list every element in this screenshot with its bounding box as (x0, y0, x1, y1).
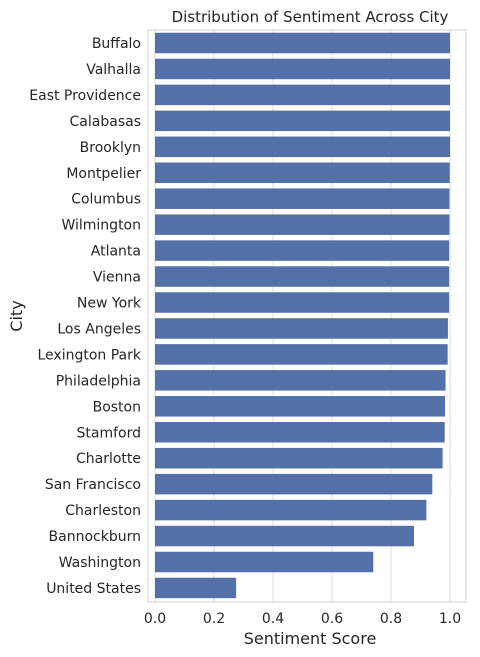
bar (155, 84, 450, 106)
bar (155, 240, 450, 261)
chart-title: Distribution of Sentiment Across City (172, 8, 449, 26)
x-tick-label: 1.0 (439, 611, 461, 627)
bar (155, 525, 415, 547)
bar (155, 136, 450, 158)
bar (155, 266, 450, 287)
category-label: Buffalo (92, 36, 141, 52)
category-label: Wilmington (61, 218, 141, 234)
category-label: Calabasas (70, 114, 141, 130)
category-label: Lexington Park (38, 347, 142, 363)
category-label: Brooklyn (80, 140, 141, 156)
x-tick-label: 0.8 (380, 611, 402, 627)
category-label: New York (77, 296, 142, 312)
category-label: Atlanta (91, 244, 141, 260)
x-tick-label: 0.4 (262, 611, 284, 627)
category-labels: Buffalo Valhalla East Providence Calabasas B… (29, 36, 142, 597)
category-label: Montpelier (66, 166, 141, 182)
bar (155, 499, 427, 521)
bar (155, 577, 237, 599)
category-label: Stamford (77, 425, 141, 441)
category-label: East Providence (29, 88, 141, 104)
bar (155, 344, 448, 365)
bar (155, 188, 450, 209)
category-label: Boston (93, 399, 141, 415)
bar (155, 422, 445, 443)
category-label: Washington (59, 555, 141, 571)
bar (155, 162, 450, 183)
category-label: Los Angeles (57, 321, 141, 337)
y-axis-title: City (7, 300, 26, 331)
bar (155, 551, 374, 573)
bar (155, 292, 450, 313)
bar (155, 473, 433, 495)
category-label: Columbus (71, 192, 141, 208)
bar (155, 214, 450, 235)
bar (155, 318, 448, 339)
bar (155, 447, 443, 469)
bar (155, 370, 446, 391)
plot-frame (147, 29, 467, 603)
x-tick-label: 0.6 (321, 611, 343, 627)
bar (155, 396, 445, 417)
bar (155, 58, 450, 80)
category-label: United States (46, 581, 141, 597)
category-label: Philadelphia (56, 373, 141, 389)
category-label: Valhalla (86, 62, 141, 78)
category-label: Bannockburn (49, 529, 141, 545)
x-tick-label: 0.2 (203, 611, 225, 627)
bar (155, 110, 450, 132)
category-label: Vienna (93, 270, 141, 286)
bar (155, 32, 450, 54)
x-tick-label: 0.0 (144, 611, 166, 627)
category-label: San Francisco (45, 477, 141, 493)
category-label: Charleston (65, 503, 141, 519)
x-axis-title: Sentiment Score (244, 629, 377, 648)
x-tick-labels: 0.0 0.2 0.4 0.6 0.8 1.0 (144, 611, 461, 627)
category-label: Charlotte (76, 451, 141, 467)
bars (155, 32, 450, 599)
